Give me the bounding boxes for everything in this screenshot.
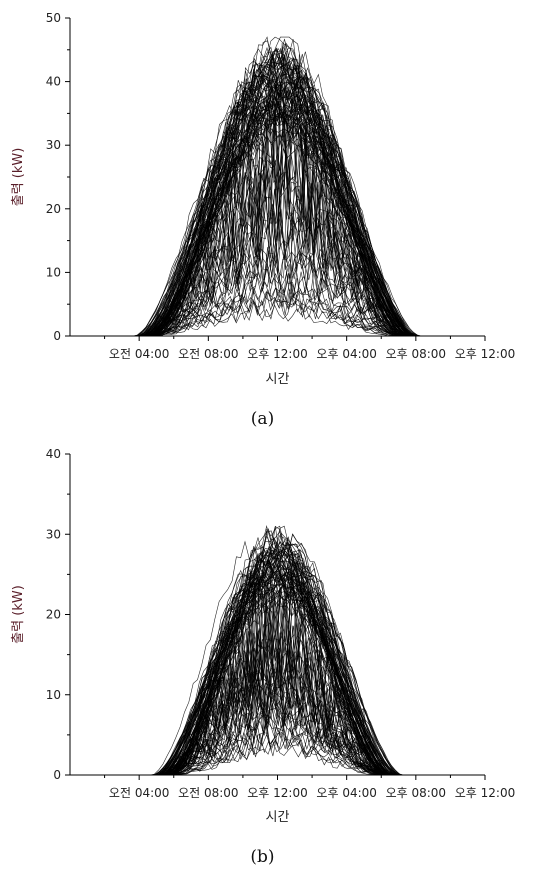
daily-output-line [137, 585, 414, 776]
daily-output-line [137, 649, 415, 776]
x-axis: 오전 04:00 오전 08:00 오후 12:00 오후 04:00 오후 08:00… [70, 774, 515, 800]
y-tick-label: 0 [53, 768, 61, 782]
y-tick-label: 0 [53, 329, 61, 343]
y-tick-label: 40 [46, 447, 61, 461]
daily-output-line [140, 582, 417, 776]
daily-output-line [137, 550, 414, 776]
daily-output-line [141, 568, 418, 776]
daily-output-line [121, 252, 433, 337]
y-tick-label: 10 [46, 688, 61, 702]
x-axis-title: 시간 [266, 372, 290, 387]
daily-output-line [122, 91, 434, 337]
daily-output-line [122, 94, 434, 337]
chart-caption: (a) [251, 409, 274, 429]
series-group [119, 36, 436, 337]
y-axis: 0 10 20 30 40 [46, 447, 71, 782]
daily-output-line [140, 668, 418, 776]
y-tick-label: 20 [46, 202, 61, 216]
x-axis-title: 시간 [266, 810, 290, 825]
chart-caption: (b) [250, 847, 274, 867]
daily-output-line [120, 48, 432, 337]
daily-output-line [121, 105, 433, 337]
y-axis: 0 10 20 30 40 50 [46, 11, 71, 343]
daily-output-line [138, 611, 415, 776]
x-tick-label: 오전 08:00 [178, 347, 238, 361]
x-tick-label: 오후 08:00 [386, 347, 446, 361]
daily-output-line [122, 212, 434, 337]
x-tick-label: 오후 12:00 [247, 347, 307, 361]
y-tick-label: 30 [46, 138, 61, 152]
daily-output-line [136, 728, 414, 776]
y-axis-title: 출력 (kW) [11, 585, 26, 644]
y-tick-label: 10 [46, 265, 61, 279]
x-tick-label: 오후 12:00 [455, 786, 515, 800]
daily-output-line [140, 714, 417, 776]
daily-output-line [124, 164, 436, 337]
x-tick-label: 오전 08:00 [178, 786, 238, 800]
chart-a: 0 10 20 30 40 50 오전 04:00 오전 08:00 오후 12:00 오후 0… [11, 11, 515, 429]
daily-output-line [140, 598, 417, 776]
daily-output-line [122, 158, 434, 337]
y-tick-label: 40 [46, 75, 61, 89]
daily-output-line [119, 268, 432, 337]
daily-output-line [139, 573, 416, 776]
daily-output-line [123, 139, 435, 337]
x-tick-label: 오후 04:00 [316, 347, 376, 361]
daily-output-line [120, 182, 432, 337]
daily-output-line [120, 73, 432, 337]
daily-output-line [140, 564, 417, 776]
y-tick-label: 20 [46, 608, 61, 622]
daily-output-line [122, 105, 434, 337]
daily-output-line [120, 36, 432, 337]
daily-output-line [141, 582, 418, 776]
y-tick-label: 30 [46, 527, 61, 541]
daily-output-line [123, 70, 435, 337]
x-tick-label: 오후 08:00 [386, 786, 446, 800]
daily-output-line [123, 52, 435, 337]
daily-output-line [138, 572, 416, 776]
daily-output-line [137, 683, 415, 776]
daily-output-line [119, 290, 431, 337]
x-tick-label: 오후 12:00 [455, 347, 515, 361]
daily-output-line [138, 554, 415, 776]
daily-output-line [120, 62, 432, 337]
daily-output-line [140, 550, 417, 776]
x-axis: 오전 04:00 오전 08:00 오후 12:00 오후 04:00 오후 08:00… [70, 335, 515, 361]
daily-output-line [123, 299, 436, 337]
x-tick-label: 오후 04:00 [316, 786, 376, 800]
x-tick-label: 오전 04:00 [109, 347, 169, 361]
y-axis-title: 출력 (kW) [11, 148, 26, 207]
daily-output-line [120, 243, 432, 337]
daily-output-line [124, 283, 436, 337]
daily-output-line [120, 48, 432, 337]
chart-b: 0 10 20 30 40 오전 04:00 오전 08:00 오후 12:00 오후 04:… [11, 447, 515, 867]
x-tick-label: 오후 12:00 [247, 786, 307, 800]
daily-output-line [137, 628, 415, 776]
y-tick-label: 50 [46, 11, 61, 25]
x-tick-label: 오전 04:00 [109, 786, 169, 800]
daily-output-line [138, 571, 415, 776]
daily-output-line [141, 530, 418, 776]
series-group [136, 525, 419, 776]
daily-output-line [123, 110, 436, 337]
